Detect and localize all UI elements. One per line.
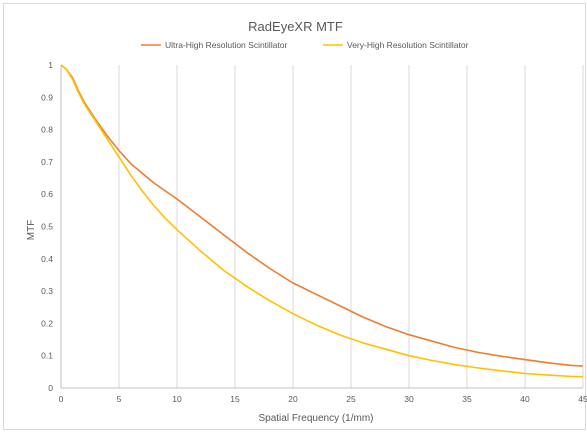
x-tick-label: 35	[462, 394, 472, 404]
x-tick-label: 30	[404, 394, 414, 404]
chart-frame: RadEyeXR MTF Ultra-High Resolution Scint…	[3, 3, 587, 430]
x-tick-label: 15	[230, 394, 240, 404]
series-line-1	[60, 64, 584, 367]
y-tick-label: 0.1	[41, 351, 53, 361]
gridlines	[118, 65, 584, 388]
x-tick-label: 45	[578, 394, 587, 404]
axes	[60, 65, 583, 389]
y-tick-label: 0.4	[41, 254, 53, 264]
y-tick-label: 0.6	[41, 189, 53, 199]
y-tick-label: 0	[48, 383, 53, 393]
legend-label-1: Ultra-High Resolution Scintillator	[165, 40, 288, 50]
x-tick-label: 10	[172, 394, 182, 404]
chart-title: RadEyeXR MTF	[248, 19, 343, 34]
x-axis-label: Spatial Frequency (1/mm)	[258, 413, 373, 424]
y-tick-label: 0.7	[41, 157, 53, 167]
y-tick-label: 0.8	[41, 125, 53, 135]
chart-legend: Ultra-High Resolution Scintillator Very-H…	[141, 40, 469, 50]
y-tick-label: 0.2	[41, 318, 53, 328]
legend-label-2: Very-High Resolution Scintillator	[347, 40, 469, 50]
y-tick-label: 0.5	[41, 222, 53, 232]
y-tick-label: 1	[48, 60, 53, 70]
mtf-line-chart: RadEyeXR MTF Ultra-High Resolution Scint…	[26, 19, 587, 424]
y-tick-label: 0.9	[41, 92, 53, 102]
y-axis-label: MTF	[26, 220, 37, 241]
x-tick-label: 40	[520, 394, 530, 404]
x-tick-label: 5	[117, 394, 122, 404]
x-tick-label: 0	[59, 394, 64, 404]
series-layer	[60, 64, 584, 378]
tick-labels: 0 5 10 15 20 25 30 35 40 45 0 0.1 0.2 0.3 0.4 0.5 0.6 0.7…	[41, 60, 587, 404]
y-tick-label: 0.3	[41, 286, 53, 296]
series-line-2	[60, 64, 584, 378]
x-tick-label: 25	[346, 394, 356, 404]
x-tick-label: 20	[288, 394, 298, 404]
